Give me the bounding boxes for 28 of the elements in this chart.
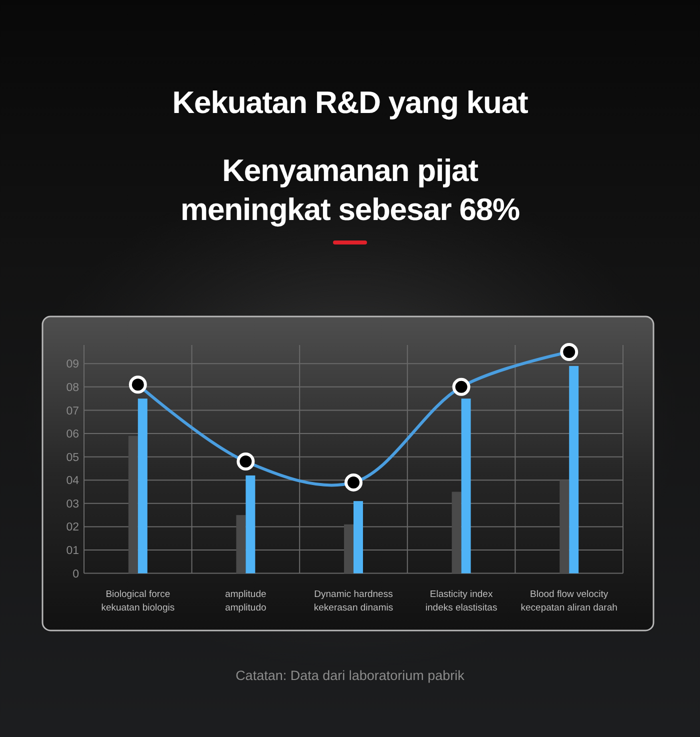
y-tick-label: 04: [66, 475, 80, 488]
y-tick-label: 01: [66, 545, 79, 558]
y-tick-label: 0: [72, 568, 79, 580]
bar: [128, 436, 138, 574]
bar: [246, 475, 256, 574]
bar: [452, 492, 462, 574]
chart-subtitle: Kenyamanan pijat meningkat sebesar 68%: [180, 153, 520, 227]
y-tick-label: 03: [66, 498, 79, 510]
chart-title: Kekuatan R&D yang kuat: [172, 85, 528, 120]
x-tick-label: amplitude amplitudo: [225, 589, 266, 614]
bar: [138, 398, 148, 574]
x-tick-label: Elasticity index indeks elastisitas: [425, 589, 498, 614]
bar: [569, 366, 579, 574]
bar: [354, 501, 363, 574]
bar: [560, 480, 570, 574]
bar: [236, 515, 246, 574]
y-tick-label: 02: [66, 522, 79, 534]
x-tick-label: Blood flow velocity kecepatan aliran darah: [520, 589, 618, 614]
y-tick-label: 09: [66, 358, 79, 371]
x-tick-label: Dynamic hardness kekerasan dinamis: [314, 589, 394, 614]
x-tick-label: Biological force kekuatan biologis: [101, 589, 175, 614]
bar: [461, 398, 471, 574]
y-tick-label: 08: [66, 382, 79, 394]
text: Catatan: Data dari laboratorium pabrik: [236, 668, 465, 683]
bar: [344, 524, 354, 574]
y-tick-label: 05: [66, 452, 79, 464]
y-tick-label: 06: [66, 428, 79, 441]
y-tick-label: 07: [66, 405, 79, 418]
